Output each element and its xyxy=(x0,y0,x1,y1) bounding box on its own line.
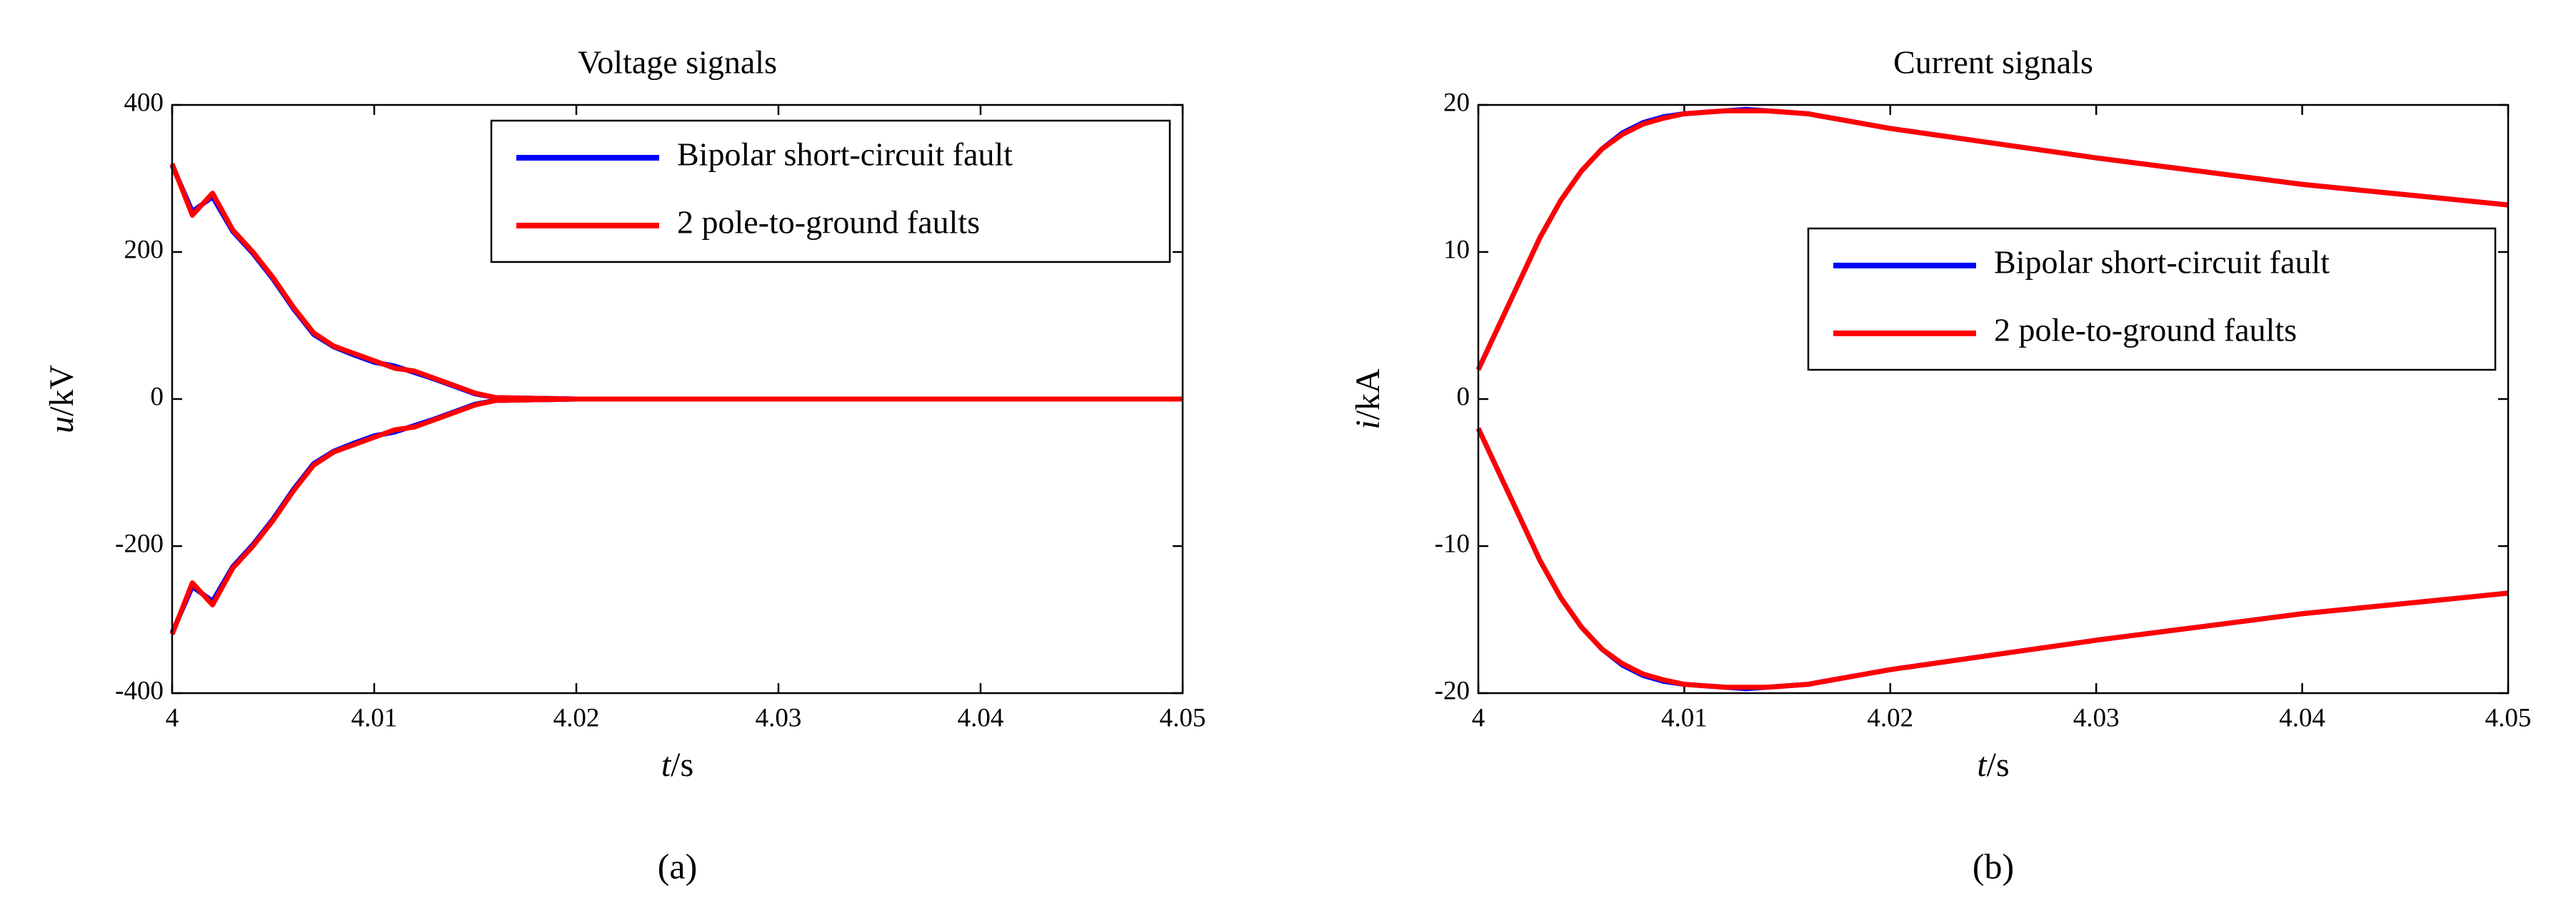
x-tick-label: 4 xyxy=(1472,703,1485,732)
x-tick-label: 4.01 xyxy=(351,703,398,732)
plot-frame xyxy=(1477,104,2510,695)
y-tick-label: 10 xyxy=(1443,235,1470,264)
x-tick-label: 4.02 xyxy=(553,703,600,732)
x-tick-label: 4.01 xyxy=(1661,703,1708,732)
y-axis-label: u/kV xyxy=(43,365,81,433)
y-tick-label: -400 xyxy=(115,676,164,705)
legend-box xyxy=(1807,227,2497,371)
x-label-symbol: t xyxy=(661,746,672,784)
x-label-unit: /s xyxy=(1987,746,2010,784)
series-line xyxy=(1475,427,2509,692)
x-axis-label: t/s xyxy=(661,746,693,784)
panel-label: (a) xyxy=(658,846,698,886)
x-tick-label: 4 xyxy=(166,703,179,732)
y-label-symbol: u xyxy=(43,416,81,433)
x-tick-label: 4.05 xyxy=(1160,703,1206,732)
legend-label: 2 pole-to-ground faults xyxy=(1994,312,2297,348)
y-tick-label: -200 xyxy=(115,529,164,558)
x-label-symbol: t xyxy=(1977,746,1988,784)
y-axis-label: i/kA xyxy=(1349,368,1387,430)
x-tick-label: 4.02 xyxy=(1867,703,1913,732)
plot-frame xyxy=(171,104,1184,695)
y-tick-label: 0 xyxy=(1457,382,1470,411)
legend-label: 2 pole-to-ground faults xyxy=(677,204,980,241)
x-label-unit: /s xyxy=(671,746,693,784)
y-label-symbol: i xyxy=(1349,420,1387,429)
y-tick-label: -20 xyxy=(1435,676,1470,705)
x-tick-label: 4.03 xyxy=(756,703,802,732)
series-line xyxy=(169,396,1183,634)
legend-box xyxy=(490,119,1171,263)
panel-label: (b) xyxy=(1973,846,2014,886)
series-line xyxy=(1475,108,2509,371)
series-line xyxy=(1475,427,2509,690)
y-tick-label: 20 xyxy=(1443,88,1470,117)
y-tick-label: 0 xyxy=(151,382,164,411)
y-tick-label: 400 xyxy=(124,88,164,117)
x-tick-label: 4.05 xyxy=(2485,703,2532,732)
chart-title: Current signals xyxy=(1893,44,2093,81)
x-tick-label: 4.04 xyxy=(958,703,1004,732)
legend-label: Bipolar short-circuit fault xyxy=(1994,244,2330,281)
y-label-unit: /kA xyxy=(1349,368,1387,420)
legend-label: Bipolar short-circuit fault xyxy=(677,136,1013,173)
y-tick-label: 200 xyxy=(124,235,164,264)
chart-title: Voltage signals xyxy=(578,44,777,81)
x-tick-label: 4.03 xyxy=(2073,703,2120,732)
x-tick-label: 4.04 xyxy=(2279,703,2325,732)
series-line xyxy=(169,396,1183,635)
x-axis-label: t/s xyxy=(1977,746,2009,784)
y-tick-label: -10 xyxy=(1435,529,1470,558)
y-label-unit: /kV xyxy=(43,365,81,416)
